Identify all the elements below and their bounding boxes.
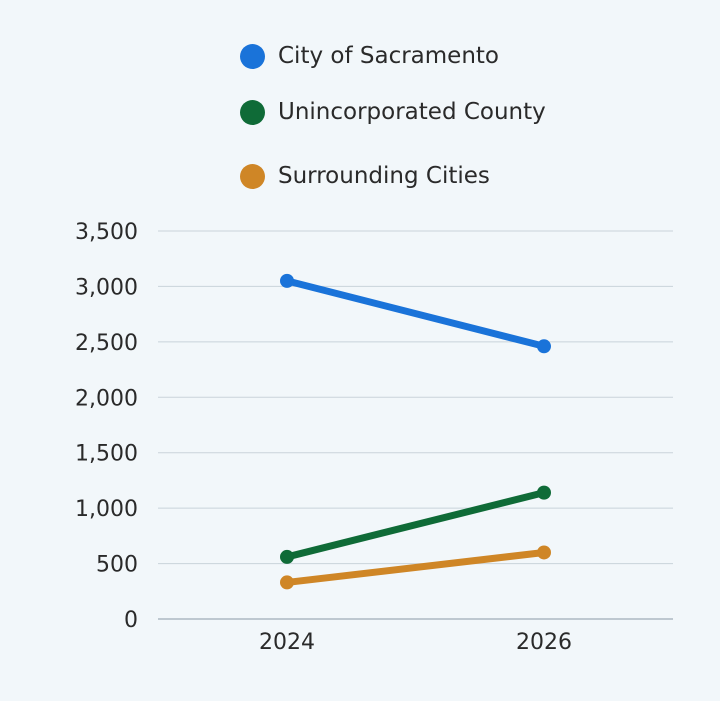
y-tick-label: 1,500 xyxy=(75,442,138,467)
data-point-city-of-sacramento-2026 xyxy=(537,339,551,354)
legend-item-surrounding-cities: Surrounding Cities xyxy=(240,144,546,208)
x-tick-label: 2026 xyxy=(516,630,572,655)
x-tick-label: 2024 xyxy=(259,630,315,655)
legend-label: City of Sacramento xyxy=(278,43,499,69)
y-tick-label: 2,500 xyxy=(75,331,138,356)
legend-item-unincorporated-county: Unincorporated County xyxy=(240,80,546,144)
data-point-surrounding-cities-2026 xyxy=(537,545,551,560)
series-line-unincorporated-county xyxy=(283,489,548,561)
legend-label: Surrounding Cities xyxy=(278,163,490,189)
y-tick-label: 500 xyxy=(96,553,138,578)
legend-marker-city-of-sacramento xyxy=(240,43,265,69)
legend-item-city-of-sacramento: City of Sacramento xyxy=(240,32,546,80)
y-tick-label: 3,000 xyxy=(75,275,138,300)
y-tick-label: 2,000 xyxy=(75,386,138,411)
y-tick-label: 0 xyxy=(124,608,138,633)
data-point-unincorporated-county-2024 xyxy=(280,549,294,564)
chart-legend: City of Sacramento Unincorporated County… xyxy=(240,32,546,208)
legend-marker-surrounding-cities xyxy=(240,163,265,189)
series-line-city-of-sacramento xyxy=(283,277,548,350)
legend-label: Unincorporated County xyxy=(278,99,546,125)
data-point-unincorporated-county-2026 xyxy=(537,485,551,500)
legend-marker-unincorporated-county xyxy=(240,99,265,125)
y-tick-label: 1,000 xyxy=(75,497,138,522)
data-point-surrounding-cities-2024 xyxy=(280,575,294,590)
series-line-surrounding-cities xyxy=(283,548,548,586)
data-point-city-of-sacramento-2024 xyxy=(280,273,294,288)
y-tick-label: 3,500 xyxy=(75,220,138,245)
